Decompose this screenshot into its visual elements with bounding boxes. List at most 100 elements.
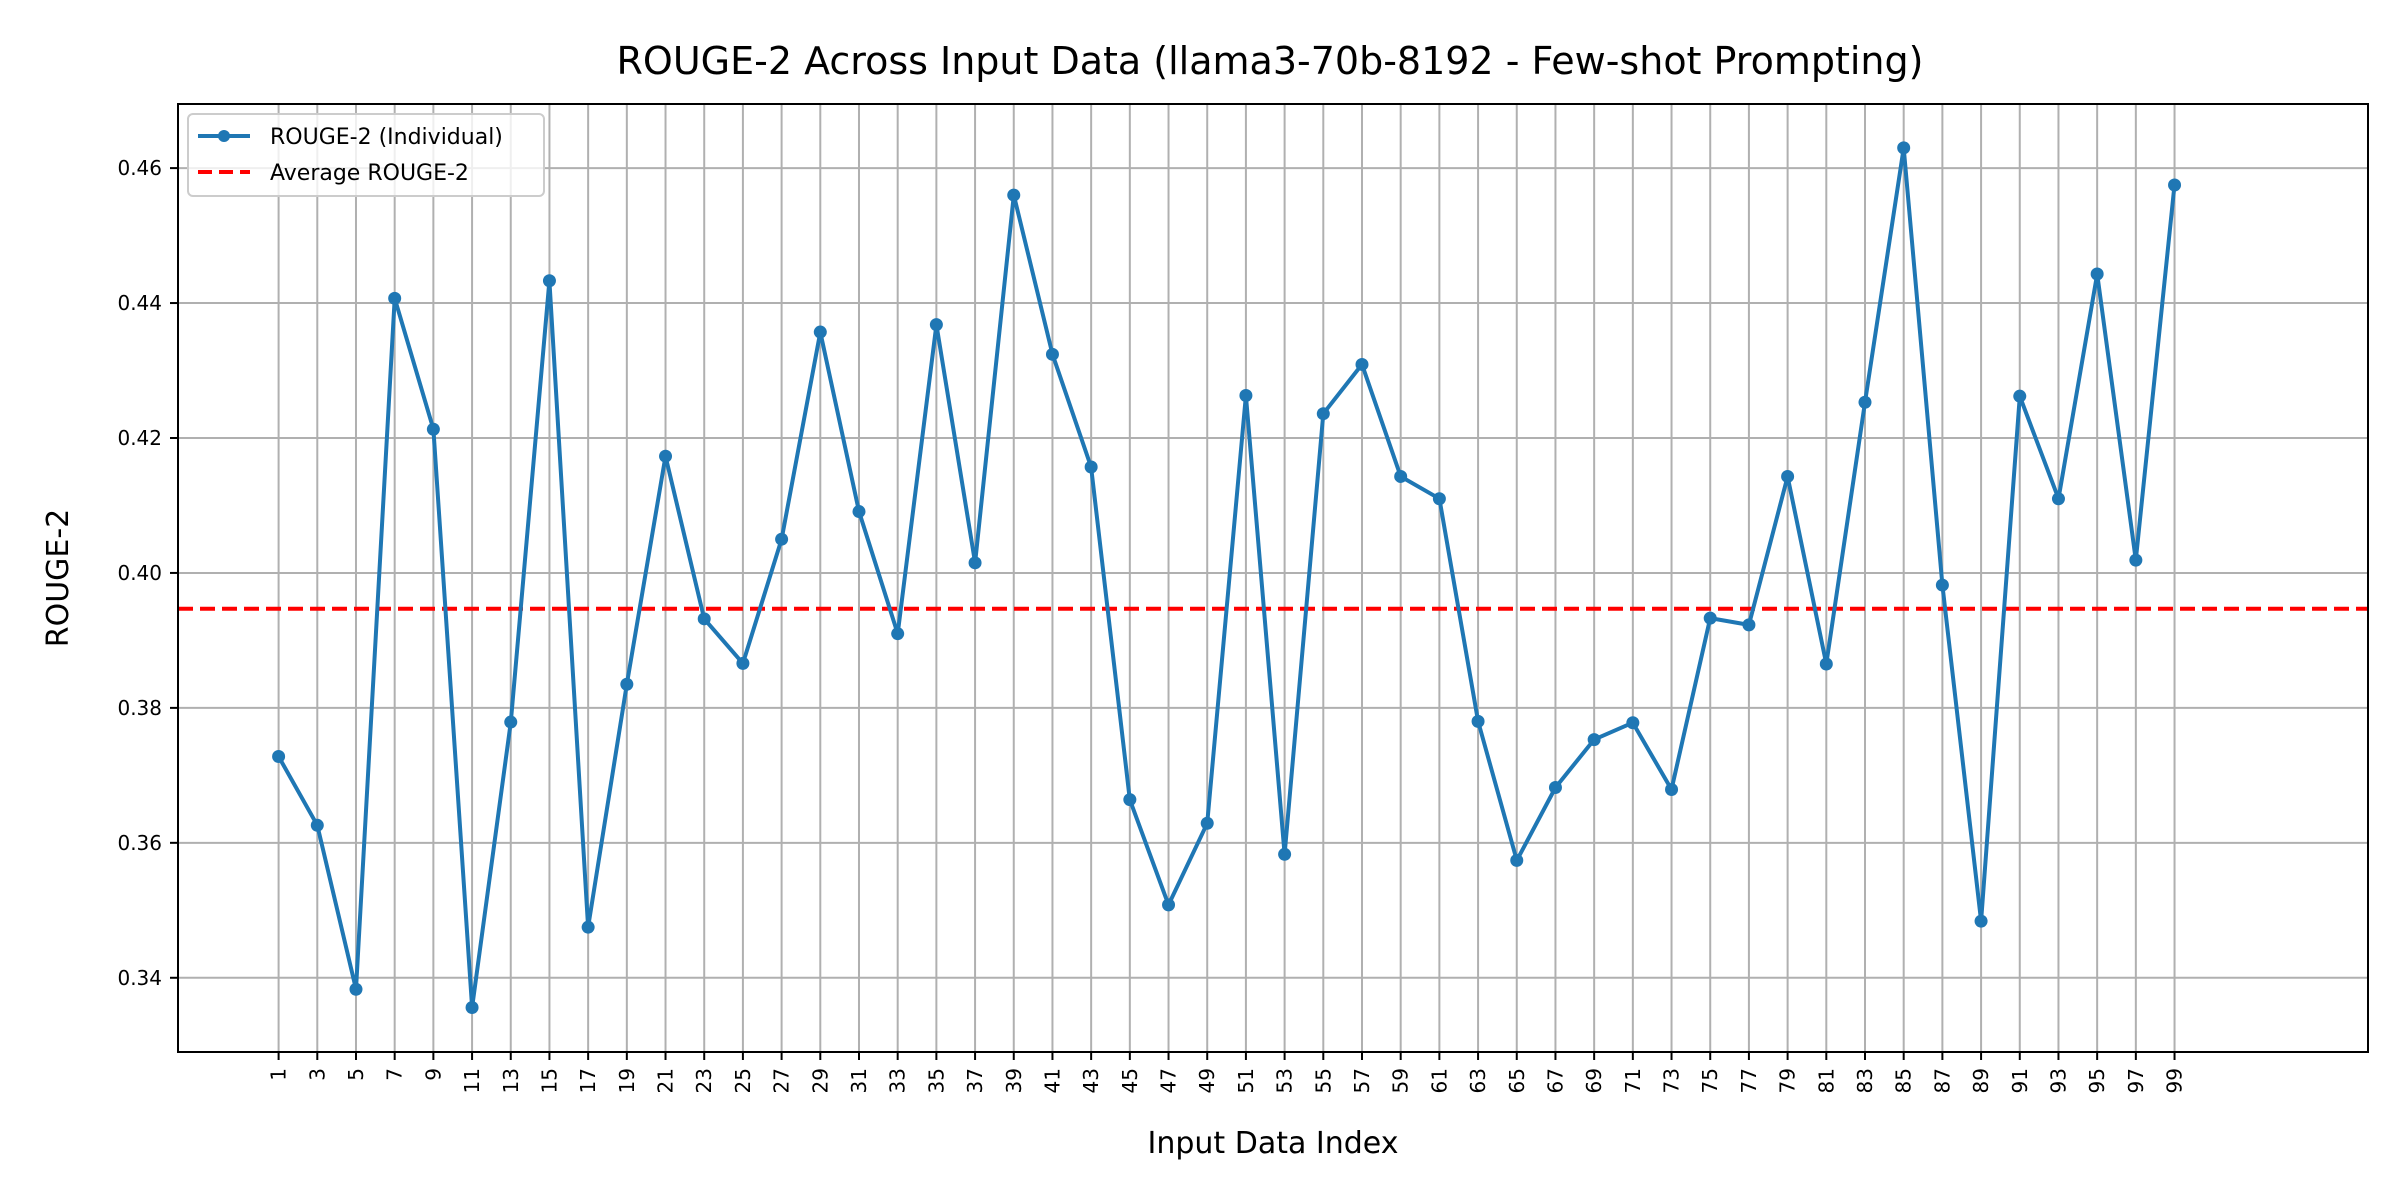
rouge2-individual-line [276,145,2177,1010]
x-tick-label: 27 [770,1068,794,1093]
data-point [1123,793,1137,807]
x-tick-label: 63 [1466,1068,1490,1093]
data-point [1703,611,1717,625]
x-tick-label: 53 [1273,1068,1297,1093]
data-point [1007,188,1021,202]
data-point [1935,578,1949,592]
x-tick-label: 15 [537,1068,561,1093]
data-point [1394,469,1408,483]
data-point [2129,553,2143,567]
data-point [2168,178,2182,192]
data-point [1587,733,1601,747]
legend-box [187,113,545,197]
x-tick-label: 19 [615,1068,639,1093]
data-point [581,920,595,934]
x-tick-label: 61 [1427,1068,1451,1093]
data-point [1432,492,1446,506]
y-axis-ticks: 0.34 0.36 0.38 0.40 0.42 0.44 0.46 [117,156,178,990]
x-tick-label: 79 [1776,1068,1800,1093]
data-point [1742,618,1756,632]
x-tick-label: 5 [344,1068,368,1081]
data-point [1045,347,1059,361]
y-axis-label: ROUGE-2 [41,509,76,648]
y-tick-label: 0.38 [117,696,162,720]
x-tick-label: 87 [1930,1068,1954,1093]
series-layer [272,141,2182,1014]
x-tick-label: 23 [692,1068,716,1093]
grid-layer [178,104,2368,1052]
x-axis-label: Input Data Index [1148,1126,1399,1161]
x-tick-label: 47 [1157,1068,1181,1093]
x-tick-label: 3 [305,1068,329,1081]
data-point [465,1000,479,1014]
data-point [891,627,905,641]
data-point [697,612,711,626]
x-tick-label: 75 [1698,1068,1722,1093]
data-point [1897,141,1911,155]
x-tick-label: 91 [2008,1068,2032,1093]
x-tick-label: 71 [1621,1068,1645,1093]
x-tick-label: 65 [1505,1068,1529,1093]
x-tick-label: 33 [886,1068,910,1093]
data-point [968,556,982,570]
y-tick-label: 0.40 [117,561,162,585]
x-tick-label: 81 [1814,1068,1838,1093]
legend-marker-individual [218,130,230,142]
x-tick-label: 29 [808,1068,832,1093]
data-point [852,505,866,519]
x-tick-label: 1 [267,1068,291,1081]
data-point [1858,395,1872,409]
x-tick-label: 39 [1002,1068,1026,1093]
data-point [504,715,518,729]
data-point [1200,816,1214,830]
data-point [2090,267,2104,281]
x-tick-label: 89 [1969,1068,1993,1093]
data-point [775,532,789,546]
data-point [1239,388,1253,402]
x-axis-ticks: 1 3 5 7 9 11 13 15 17 19 21 23 25 27 29 31 33 35 37 39 41 43 4… [267,1052,2187,1093]
chart-title: ROUGE-2 Across Input Data (llama3-70b-81… [617,39,1924,83]
data-point [388,291,402,305]
x-tick-label: 49 [1195,1068,1219,1093]
x-tick-label: 69 [1582,1068,1606,1093]
x-tick-label: 93 [2046,1068,2070,1093]
y-tick-label: 0.42 [117,426,162,450]
x-tick-label: 25 [731,1068,755,1093]
y-tick-label: 0.34 [117,966,162,990]
x-tick-label: 7 [383,1068,407,1081]
x-tick-label: 97 [2124,1068,2148,1093]
data-point [1626,716,1640,730]
x-tick-label: 55 [1311,1068,1335,1093]
data-point [1316,407,1330,421]
data-point [929,318,943,332]
data-point [426,422,440,436]
x-tick-label: 85 [1892,1068,1916,1093]
x-tick-label: 59 [1389,1068,1413,1093]
x-tick-label: 83 [1853,1068,1877,1093]
data-point [659,449,673,463]
data-point [310,818,324,832]
data-point [1548,781,1562,795]
x-tick-label: 35 [924,1068,948,1093]
data-point [1819,657,1833,671]
legend: ROUGE-2 (Individual) Average ROUGE-2 [187,113,545,197]
x-tick-label: 51 [1234,1068,1258,1093]
x-tick-label: 13 [499,1068,523,1093]
x-tick-label: 57 [1350,1068,1374,1093]
y-tick-label: 0.36 [117,831,162,855]
plot-frame [177,103,2369,1053]
data-point [1781,469,1795,483]
x-tick-label: 11 [460,1068,484,1093]
data-point [1471,714,1485,728]
data-point [349,982,363,996]
y-tick-label: 0.46 [117,156,162,180]
data-point [736,656,750,670]
data-point [1084,460,1098,474]
data-point [1665,783,1679,797]
data-point [1355,357,1369,371]
data-point [1162,898,1176,912]
x-tick-label: 67 [1543,1068,1567,1093]
legend-label-average: Average ROUGE-2 [270,161,469,186]
x-tick-label: 31 [847,1068,871,1093]
data-point [813,325,827,339]
